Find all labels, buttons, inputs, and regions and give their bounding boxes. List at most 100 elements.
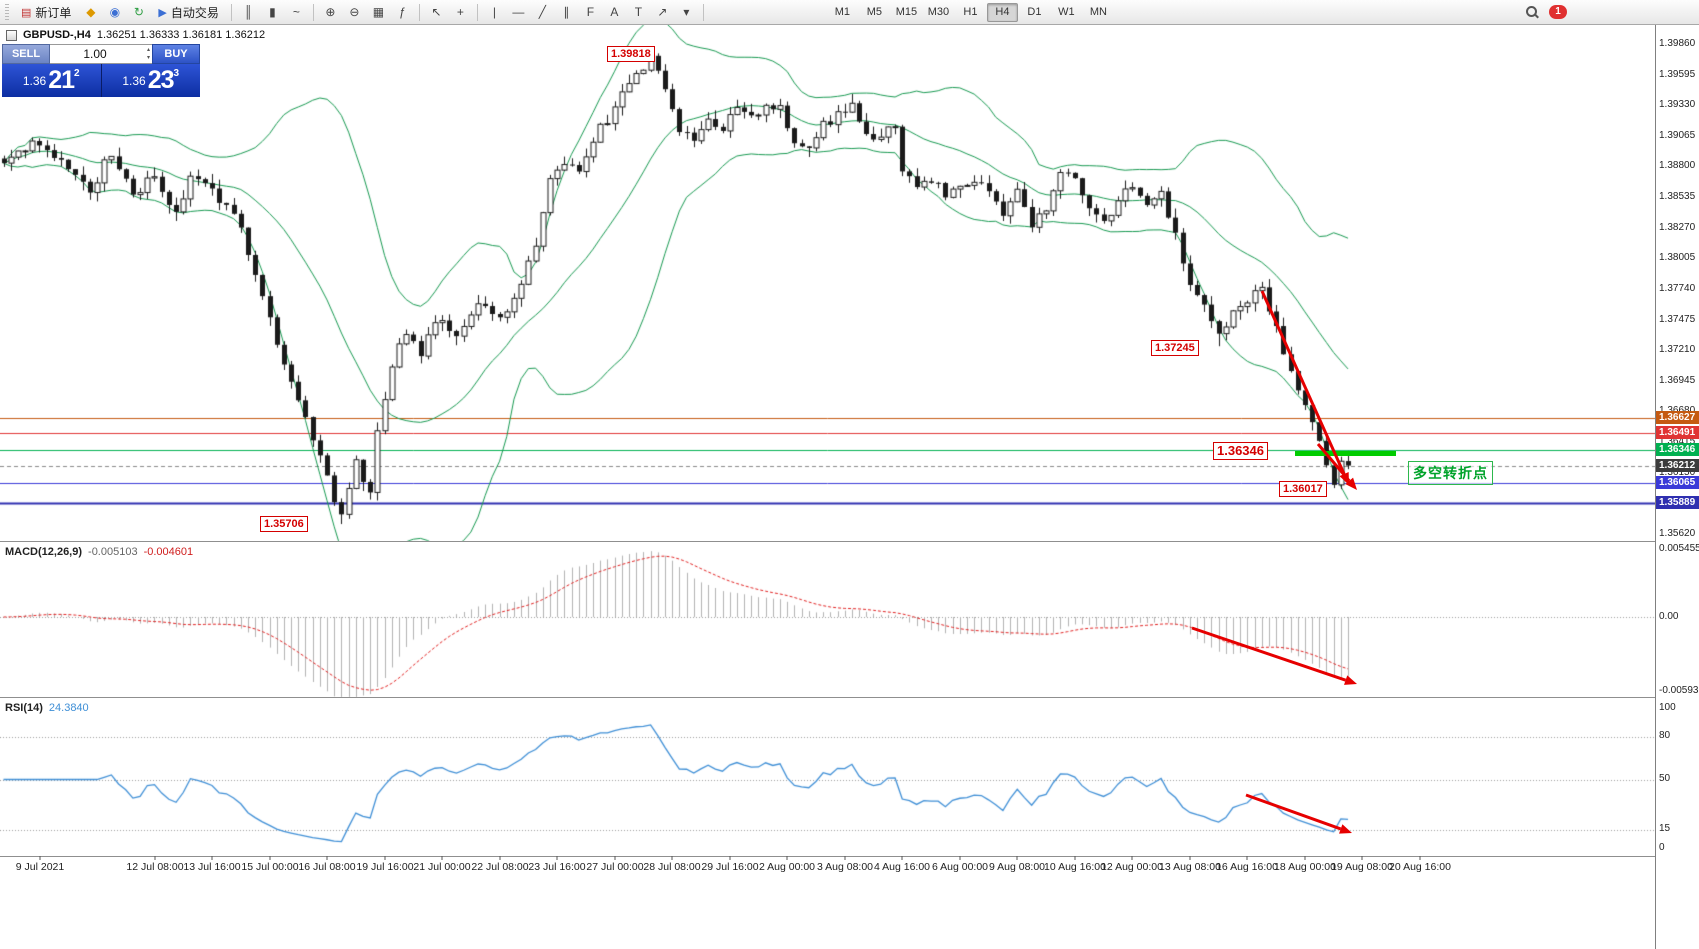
- macd-name: MACD(12,26,9): [5, 546, 83, 558]
- label-tool-icon[interactable]: T: [634, 5, 643, 19]
- price-annotation-label[interactable]: 1.37245: [1151, 340, 1199, 356]
- one-click-trading-panel: SELL ▴ ▾ BUY 1.36 21 2 1.36 23: [2, 44, 200, 97]
- sell-button-label: SELL: [11, 48, 41, 60]
- time-axis-tick: [39, 856, 41, 860]
- price-scale-label: 1.36945: [1659, 375, 1696, 386]
- toolbar-separator: [418, 3, 420, 21]
- timeframe-toolbar: M1 M5 M15 M30 H1 H4 D1 W1 MN: [827, 2, 1114, 22]
- price-annotation-label[interactable]: 1.39818: [607, 46, 655, 62]
- rsi-scale-label: 0: [1659, 842, 1665, 853]
- timeframe-h4[interactable]: H4: [986, 2, 1018, 22]
- trendline-icon[interactable]: ╱: [538, 5, 547, 19]
- timeframe-m30[interactable]: M30: [927, 5, 950, 18]
- price-scale-label: 1.37210: [1659, 344, 1696, 355]
- time-axis-label: 15 Jul 00:00: [241, 861, 299, 873]
- sell-price-display[interactable]: 1.36 21 2: [2, 64, 102, 97]
- line-chart-icon[interactable]: ~: [292, 5, 300, 19]
- price-scale-label: 1.38270: [1659, 222, 1696, 233]
- spinner-up-icon[interactable]: ▴: [146, 47, 150, 53]
- main-toolbar: ▤ 新订单 ◆ ◉ ↻ ▶ 自动交易 ║ ▮ ~ ⊕ ⊖ ▦ ƒ ↖ + | —…: [0, 0, 1699, 25]
- time-axis-tick: [1131, 856, 1133, 860]
- buy-price-display[interactable]: 1.36 23 3: [101, 64, 200, 97]
- toolbar-separator: [702, 3, 704, 21]
- time-axis-label: 19 Jul 16:00: [356, 861, 414, 873]
- toolbar-grip[interactable]: [5, 4, 9, 20]
- crosshair-icon[interactable]: +: [456, 5, 464, 19]
- bars-chart-icon[interactable]: ║: [244, 5, 253, 19]
- buy-button[interactable]: BUY: [152, 44, 200, 64]
- price-scale-label: 1.38800: [1659, 160, 1696, 171]
- time-axis-tick: [1419, 856, 1421, 860]
- time-axis-label: 20 Aug 16:00: [1389, 861, 1451, 873]
- sell-button[interactable]: SELL: [2, 44, 50, 64]
- time-axis-label: 10 Aug 16:00: [1044, 861, 1106, 873]
- buy-price-prefix: 1.36: [122, 73, 146, 88]
- time-axis-label: 23 Jul 16:00: [528, 861, 586, 873]
- spinner-down-icon[interactable]: ▾: [146, 55, 150, 61]
- timeframe-h1[interactable]: H1: [963, 5, 978, 18]
- time-axis-label: 12 Aug 00:00: [1101, 861, 1163, 873]
- timeframe-m1[interactable]: M1: [834, 5, 851, 18]
- zoom-in-icon[interactable]: ⊕: [325, 5, 336, 19]
- time-axis-tick: [154, 856, 156, 860]
- time-axis-tick: [1304, 856, 1306, 860]
- panel-divider[interactable]: [0, 541, 1699, 542]
- time-axis-tick: [786, 856, 788, 860]
- indicators-icon[interactable]: ƒ: [399, 5, 406, 19]
- timeframe-mn[interactable]: MN: [1089, 5, 1107, 18]
- shapes-dropdown-icon[interactable]: ▾: [683, 5, 690, 19]
- price-annotation-label[interactable]: 1.36017: [1279, 481, 1327, 497]
- chart-icon: [6, 29, 17, 41]
- refresh-icon[interactable]: ↻: [133, 5, 144, 19]
- panel-divider[interactable]: [0, 697, 1699, 698]
- vertical-line-icon[interactable]: |: [492, 5, 496, 19]
- search-icon[interactable]: [1526, 5, 1539, 19]
- turning-point-label[interactable]: 多空转折点: [1408, 461, 1493, 485]
- channel-icon[interactable]: ∥: [563, 5, 570, 19]
- price-annotation-label[interactable]: 1.36346: [1213, 442, 1268, 460]
- cursor-icon[interactable]: ↖: [431, 5, 442, 19]
- new-order-label: 新订单: [35, 5, 72, 20]
- macd-main-value: -0.005103: [88, 546, 138, 558]
- timeframe-d1[interactable]: D1: [1027, 5, 1042, 18]
- community-icon[interactable]: ◉: [109, 5, 121, 19]
- price-scale-label: 1.39330: [1659, 99, 1696, 110]
- time-axis-label: 4 Aug 16:00: [873, 861, 931, 873]
- tile-windows-icon[interactable]: ▦: [372, 5, 385, 19]
- time-axis-tick: [441, 856, 443, 860]
- time-axis-label: 19 Aug 08:00: [1331, 861, 1393, 873]
- time-axis-tick: [1016, 856, 1018, 860]
- price-chart-canvas[interactable]: [0, 25, 1655, 949]
- candlestick-chart-icon[interactable]: ▮: [269, 5, 276, 19]
- time-axis-label: 6 Aug 00:00: [931, 861, 989, 873]
- lot-size-input[interactable]: [50, 44, 152, 64]
- time-axis-tick: [499, 856, 501, 860]
- price-scale-label: 1.36680: [1659, 405, 1695, 416]
- time-axis-label: 13 Jul 16:00: [183, 861, 241, 873]
- arrows-tool-icon[interactable]: ↗: [657, 5, 668, 19]
- fibonacci-icon[interactable]: F: [586, 5, 595, 19]
- text-tool-icon[interactable]: A: [610, 5, 619, 19]
- buy-price-point: 3: [173, 68, 180, 79]
- buy-button-label: BUY: [164, 48, 188, 60]
- price-axis[interactable]: 1.39860 1.39595 1.39330 1.39065 1.38800 1.385…: [1655, 25, 1699, 949]
- rsi-value: 24.3840: [48, 702, 89, 714]
- time-axis-tick: [1189, 856, 1191, 860]
- time-axis-divider[interactable]: [0, 856, 1699, 857]
- macd-scale-label: -0.005938: [1659, 685, 1699, 696]
- price-annotation-label[interactable]: 1.35706: [260, 516, 308, 532]
- mql-wizard-icon[interactable]: ◆: [86, 5, 96, 19]
- timeframe-m15[interactable]: M15: [895, 5, 918, 18]
- notification-badge[interactable]: 1: [1549, 5, 1567, 19]
- time-axis-label: 27 Jul 00:00: [586, 861, 644, 873]
- autotrade-button[interactable]: ▶ 自动交易: [151, 2, 225, 23]
- new-order-button[interactable]: ▤ 新订单: [14, 2, 78, 23]
- support-highlight-line[interactable]: [1295, 451, 1396, 456]
- horizontal-line-icon[interactable]: —: [512, 5, 525, 19]
- price-scale-label: 1.36150: [1659, 467, 1696, 478]
- price-tag: 1.36065: [1656, 476, 1699, 489]
- timeframe-m5[interactable]: M5: [866, 5, 883, 18]
- lot-spinner[interactable]: ▴ ▾: [147, 46, 150, 62]
- timeframe-w1[interactable]: W1: [1058, 5, 1075, 18]
- zoom-out-icon[interactable]: ⊖: [349, 5, 360, 19]
